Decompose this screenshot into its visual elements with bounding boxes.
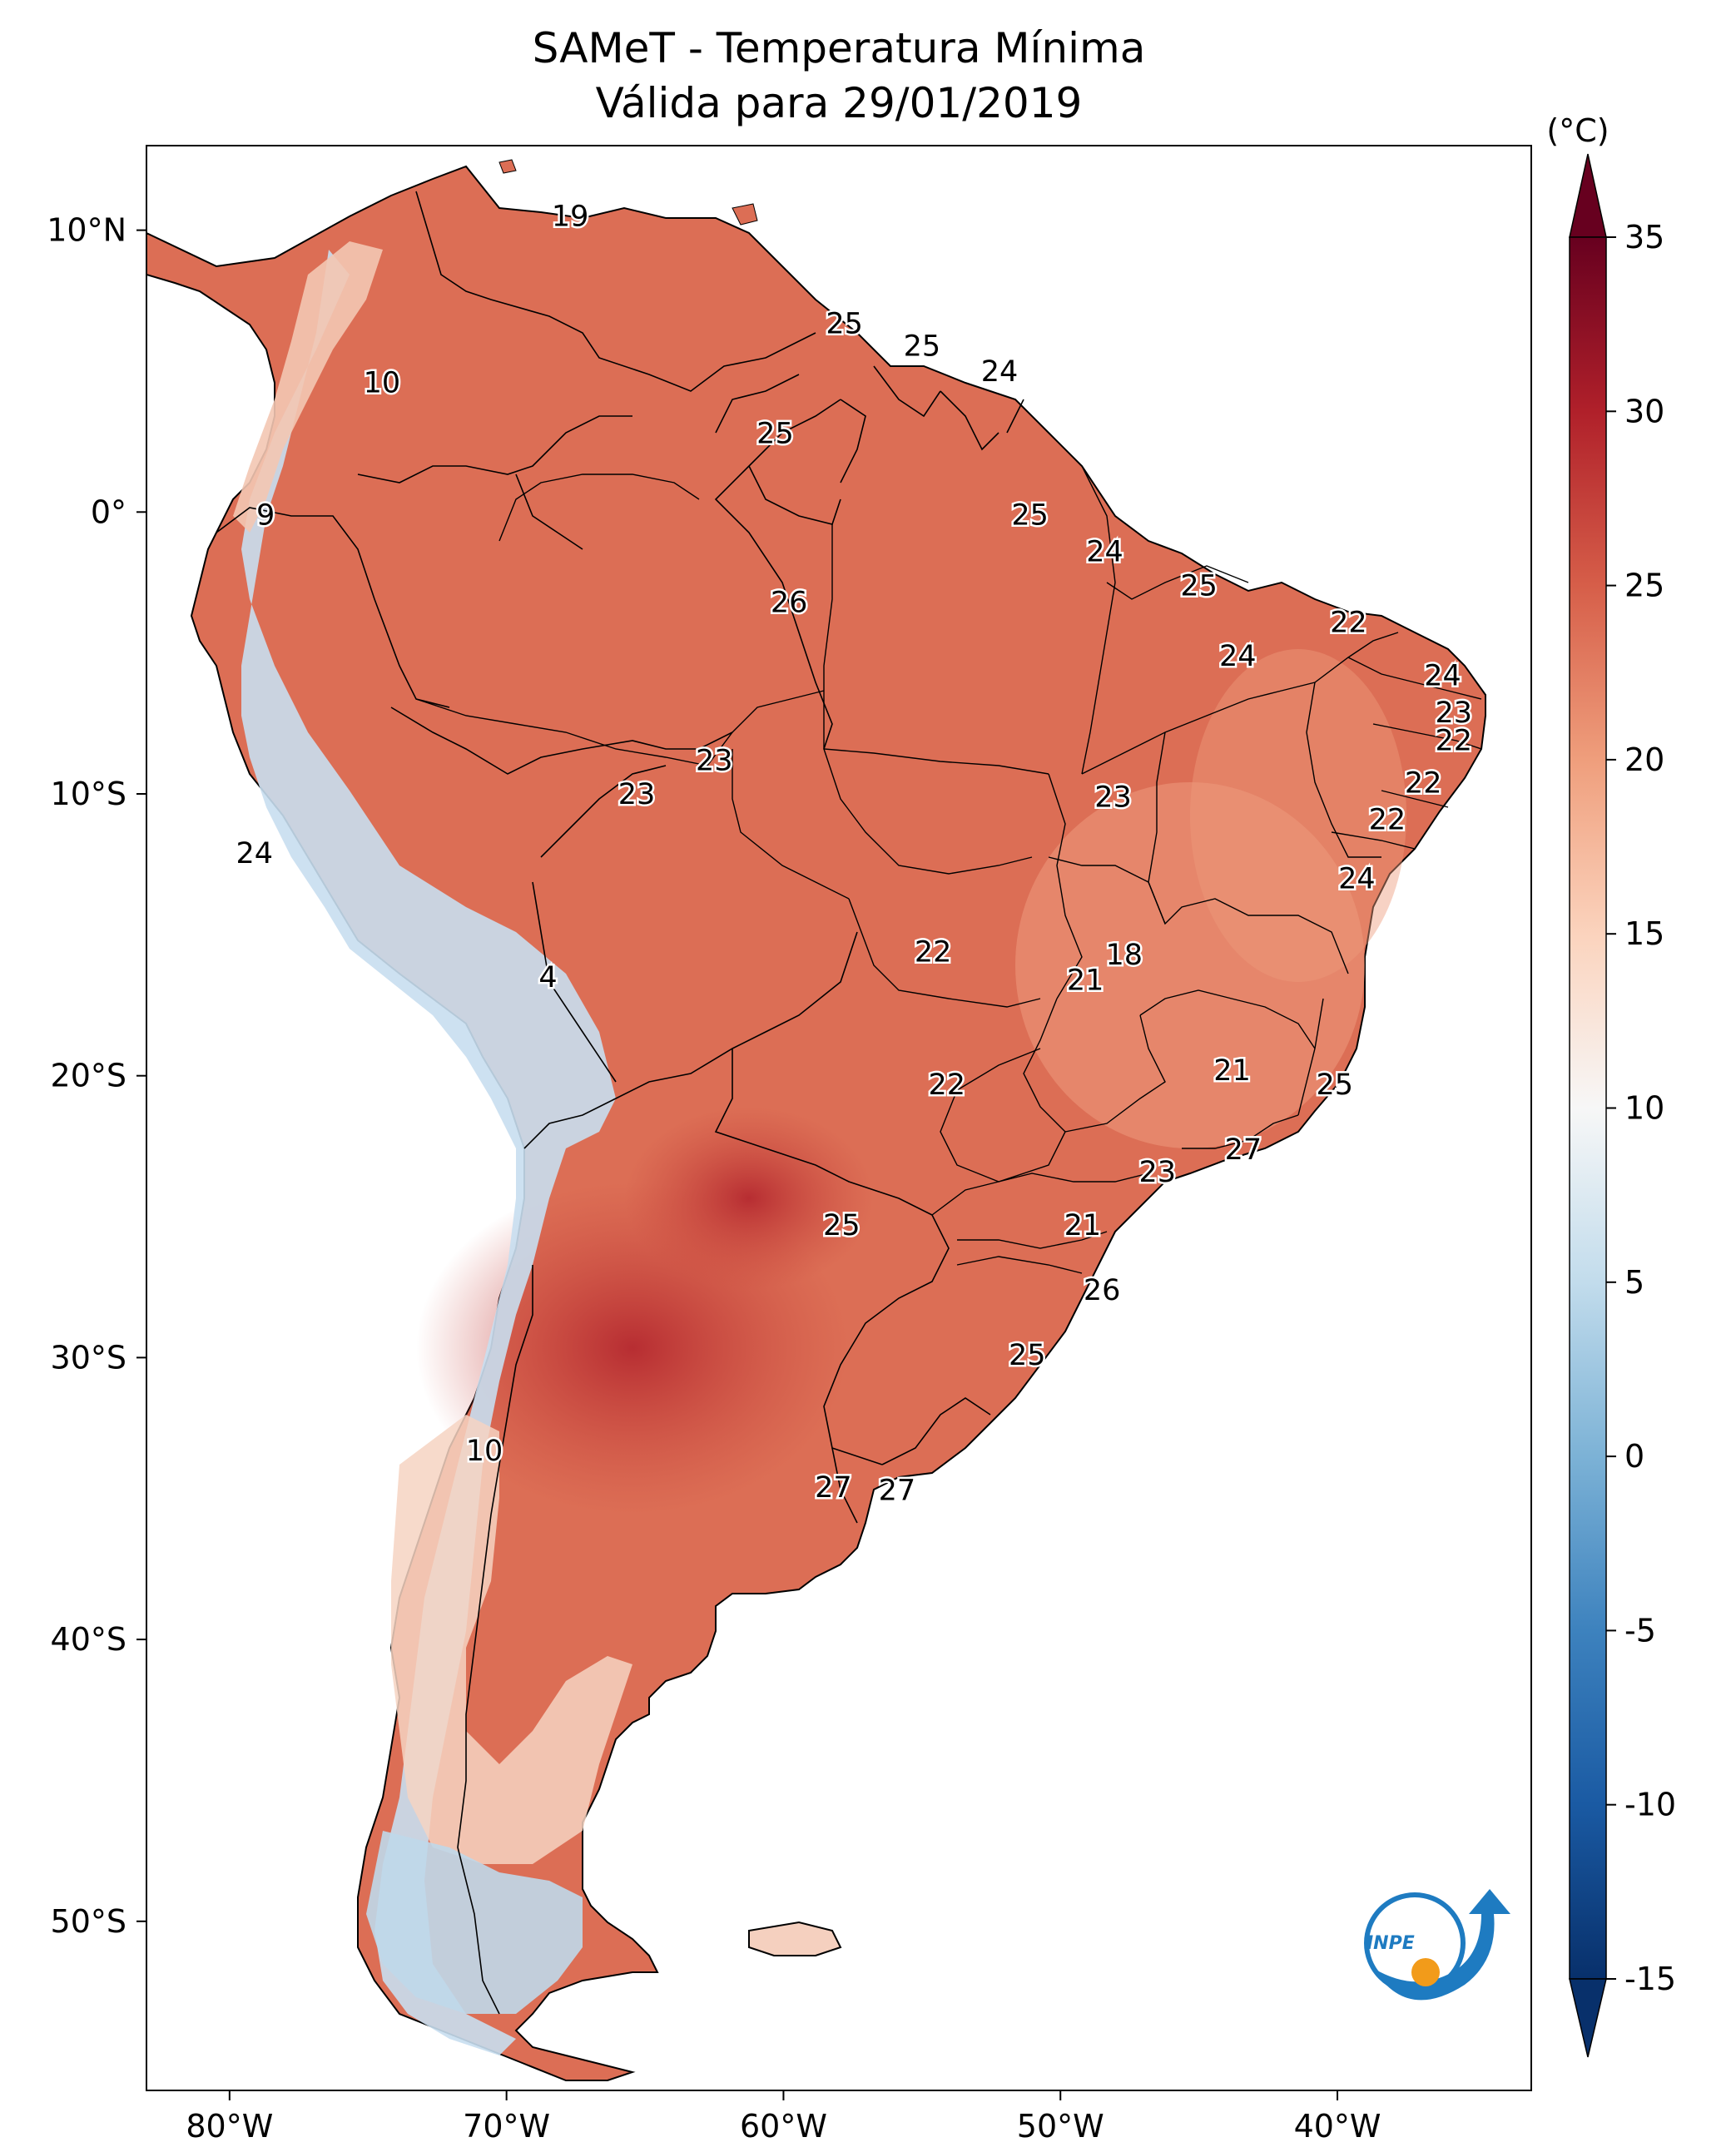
inpe-logo: INPE — [1364, 1889, 1510, 2001]
station-temperature-label: 23 — [618, 778, 656, 811]
station-temperature-label: 25 — [823, 1209, 861, 1242]
colorbar-tick-label: 20 — [1624, 741, 1664, 778]
station-temperature-label: 24 — [1086, 536, 1123, 569]
colorbar-tick-label: 10 — [1624, 1090, 1664, 1127]
station-temperature-label: 23 — [1138, 1156, 1176, 1189]
mild-region-central-brazil — [1015, 782, 1365, 1148]
station-temperature-label: 25 — [1011, 499, 1049, 533]
map-border — [146, 145, 1532, 2091]
station-temperature-label: 27 — [879, 1475, 916, 1508]
caribbean-islands — [498, 159, 758, 226]
station-temperature-label: 23 — [696, 744, 733, 777]
lat-tick-label: 0° — [91, 493, 126, 530]
colorbar-tick-label: -5 — [1624, 1612, 1656, 1649]
station-temperature-label: 23 — [1436, 697, 1473, 730]
falkland-islands — [748, 1921, 842, 1956]
state-borders — [415, 465, 1482, 1274]
map-title: SAMeT - Temperatura Mínima — [532, 24, 1146, 72]
lon-tick-label: 50°W — [1017, 2108, 1104, 2145]
lat-tick-label: 50°S — [51, 1903, 126, 1940]
lat-tick-label: 10°S — [51, 776, 126, 812]
station-temperature-label: 24 — [981, 355, 1019, 389]
station-temperature-label: 21 — [1213, 1054, 1251, 1088]
station-temperature-label: 27 — [815, 1471, 852, 1505]
station-temperature-label: 22 — [1436, 725, 1473, 758]
station-temperature-label: 25 — [1180, 569, 1218, 602]
station-temperature-label: 25 — [1009, 1339, 1046, 1372]
station-temperature-label: 18 — [1106, 939, 1143, 972]
colorbar: (°C) 35 30 25 20 15 10 5 0 -5 -10 -15 — [1546, 112, 1676, 2058]
station-temperature-label: 10 — [466, 1435, 503, 1468]
station-temperature-label: 24 — [1219, 640, 1257, 673]
station-temperature-label: 25 — [1316, 1069, 1353, 1102]
station-temperature-label: 25 — [826, 307, 863, 340]
station-temperature-label: 22 — [1405, 766, 1442, 800]
lat-tick-label: 40°S — [51, 1621, 126, 1658]
station-temperature-label: 26 — [1084, 1274, 1121, 1307]
colorbar-tick-label: 0 — [1624, 1438, 1644, 1475]
colorbar-top-triangle — [1569, 153, 1607, 238]
colorbar-tick-label: 30 — [1624, 393, 1664, 429]
hot-region-paraguay — [624, 1107, 874, 1290]
inpe-logo-swoosh — [1373, 1889, 1510, 2001]
colorbar-tick-label: -15 — [1624, 1961, 1676, 1997]
lat-tick-label: 10°N — [47, 212, 126, 249]
colorbar-tick-label: 25 — [1624, 568, 1664, 604]
station-temperature-label: 26 — [771, 587, 808, 620]
colorbar-unit-label: (°C) — [1546, 112, 1609, 149]
colorbar-gradient — [1569, 236, 1607, 1980]
lon-tick-label: 70°W — [463, 2108, 550, 2145]
station-temperature-label: 22 — [1330, 606, 1367, 639]
station-temperature-label: 22 — [929, 1069, 966, 1102]
map-subtitle: Válida para 29/01/2019 — [595, 79, 1083, 127]
station-temperature-label: 4 — [538, 961, 557, 994]
latitude-axis: 10°N 0° 10°S 20°S 30°S 40°S 50°S — [47, 212, 146, 1940]
lon-tick-label: 60°W — [740, 2108, 827, 2145]
station-temperature-label: 25 — [904, 330, 941, 363]
station-temperature-label: 21 — [1067, 964, 1104, 998]
station-temperature-label: 25 — [756, 417, 794, 450]
patagonia-cold-region — [366, 1831, 583, 2014]
station-temperature-label: 23 — [1094, 781, 1132, 814]
station-temperature-label: 22 — [915, 936, 952, 969]
patagonia-cool-region — [391, 1415, 632, 1864]
station-temperature-label: 9 — [256, 499, 275, 533]
inpe-logo-text: INPE — [1366, 1933, 1415, 1954]
colorbar-tick-label: 35 — [1624, 219, 1664, 255]
colorbar-ticks: 35 30 25 20 15 10 5 0 -5 -10 -15 — [1606, 219, 1676, 1997]
inpe-logo-dot — [1411, 1958, 1440, 1986]
station-temperature-label: 19 — [552, 201, 589, 234]
colorbar-bottom-triangle — [1569, 1978, 1607, 2058]
station-temperature-label: 27 — [1225, 1133, 1262, 1167]
lat-tick-label: 20°S — [51, 1058, 126, 1094]
station-temperature-label: 22 — [1369, 803, 1406, 836]
colombia-andes-region — [233, 241, 383, 533]
colorbar-tick-label: 5 — [1624, 1264, 1644, 1301]
station-temperature-label: 21 — [1064, 1209, 1102, 1242]
colorbar-tick-label: -10 — [1624, 1787, 1676, 1823]
continent-layer — [146, 159, 1486, 2081]
colorbar-tick-label: 15 — [1624, 915, 1664, 952]
station-temperature-label: 24 — [1424, 660, 1461, 693]
lon-tick-label: 80°W — [186, 2108, 273, 2145]
station-temperature-label: 10 — [364, 367, 401, 400]
country-borders — [216, 191, 1024, 2015]
longitude-axis: 80°W 70°W 60°W 50°W 40°W — [186, 2090, 1381, 2145]
lat-tick-label: 30°S — [51, 1339, 126, 1376]
lon-tick-label: 40°W — [1294, 2108, 1381, 2145]
station-temperature-label: 24 — [236, 837, 274, 870]
station-temperature-label: 24 — [1338, 863, 1376, 896]
mild-region-northeast-brazil — [1190, 649, 1406, 982]
